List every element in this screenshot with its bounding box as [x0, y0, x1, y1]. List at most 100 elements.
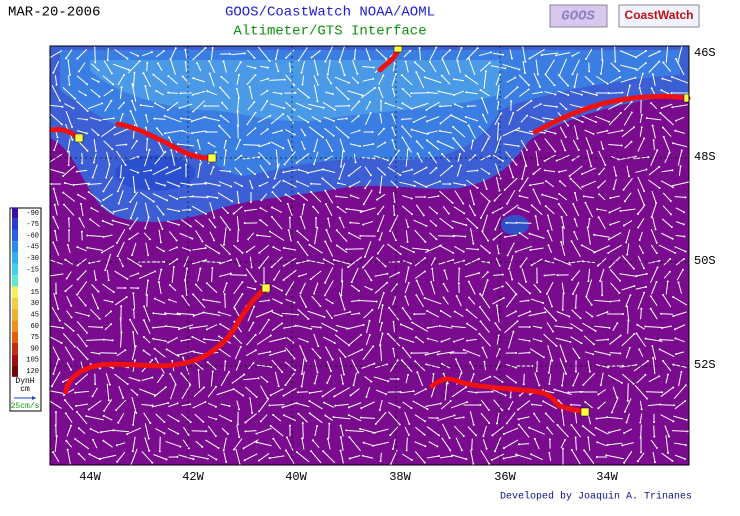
- current-arrow: [427, 338, 439, 342]
- current-arrow: [339, 217, 345, 229]
- current-arrow: [454, 190, 464, 204]
- current-arrow: [660, 339, 674, 341]
- current-arrow: [232, 388, 244, 396]
- current-arrow: [152, 166, 168, 176]
- current-arrow-head: [353, 58, 356, 61]
- current-arrow: [596, 75, 608, 85]
- current-arrow-head: [544, 259, 547, 262]
- current-arrow: [518, 74, 530, 86]
- current-arrow: [404, 296, 410, 306]
- current-arrow: [52, 242, 60, 256]
- current-arrow-head: [538, 148, 541, 151]
- current-arrow-head: [224, 149, 227, 152]
- current-arrow: [595, 338, 609, 342]
- coastwatch-logo[interactable]: [618, 4, 700, 28]
- current-arrow-head: [287, 229, 290, 232]
- current-arrow: [364, 269, 372, 281]
- current-arrow: [158, 269, 162, 281]
- current-arrow-head: [194, 283, 197, 286]
- current-arrow-head: [250, 266, 253, 269]
- drifter-marker[interactable]: [393, 45, 403, 53]
- current-arrow-head: [269, 394, 272, 397]
- current-arrow: [570, 322, 582, 332]
- current-arrow-head: [199, 267, 202, 270]
- current-arrow-head: [73, 345, 76, 348]
- current-arrow-head: [475, 391, 478, 394]
- drifter-marker[interactable]: [207, 153, 217, 163]
- current-arrow-head: [633, 284, 636, 287]
- current-arrow-head: [166, 108, 169, 111]
- current-arrow: [130, 388, 138, 396]
- current-arrow-head: [598, 193, 601, 196]
- current-arrow: [465, 248, 479, 250]
- current-arrow: [495, 348, 501, 358]
- current-arrow: [361, 363, 375, 369]
- current-arrow: [128, 376, 140, 382]
- current-arrow-head: [47, 275, 50, 278]
- current-arrow: [101, 126, 115, 138]
- current-arrow-head: [593, 233, 596, 236]
- current-arrow-head: [414, 360, 417, 363]
- current-arrow: [404, 267, 410, 283]
- drifter-marker[interactable]: [261, 283, 271, 293]
- current-arrow-head: [237, 97, 240, 100]
- drifter-marker[interactable]: [683, 93, 690, 103]
- current-arrow: [300, 282, 306, 294]
- current-arrow: [117, 102, 125, 110]
- current-arrow-head: [422, 214, 425, 217]
- current-arrow: [559, 180, 567, 188]
- current-arrow: [154, 118, 166, 120]
- current-arrow: [479, 293, 491, 309]
- current-arrow: [547, 345, 553, 361]
- goos-logo[interactable]: [549, 4, 608, 28]
- current-arrow: [441, 337, 451, 343]
- current-arrow-head: [528, 57, 531, 60]
- current-arrow: [144, 423, 150, 439]
- current-arrow: [205, 439, 219, 449]
- current-arrow: [572, 51, 580, 57]
- current-arrow-head: [395, 283, 398, 286]
- current-arrow: [545, 59, 555, 75]
- current-arrow: [454, 103, 464, 109]
- current-arrow-head: [146, 61, 149, 64]
- current-arrow-head: [439, 309, 442, 312]
- current-arrow-head: [155, 89, 158, 92]
- current-arrow-head: [361, 94, 364, 97]
- map: [46, 44, 691, 467]
- current-arrow: [181, 403, 191, 407]
- current-arrow-head: [554, 132, 557, 135]
- current-arrow-head: [211, 46, 214, 49]
- current-arrow-head: [499, 73, 502, 76]
- current-arrow-head: [376, 213, 379, 216]
- current-arrow-head: [601, 294, 604, 297]
- current-arrow-head: [453, 414, 456, 417]
- current-arrow-head: [400, 359, 403, 362]
- current-arrow-head: [282, 394, 285, 397]
- current-arrow-head: [153, 297, 156, 300]
- current-arrow: [49, 325, 63, 329]
- current-arrow-head: [451, 226, 454, 229]
- current-arrow-head: [683, 211, 686, 214]
- current-arrow: [465, 75, 479, 85]
- current-arrow: [143, 412, 151, 424]
- current-arrow: [575, 294, 577, 308]
- current-arrow-head: [131, 99, 134, 102]
- current-arrow-head: [85, 118, 88, 121]
- current-arrow: [456, 47, 462, 61]
- current-arrow: [322, 387, 336, 397]
- current-arrow-head: [117, 421, 120, 424]
- drifter-marker[interactable]: [74, 133, 84, 143]
- current-arrow-head: [436, 417, 439, 420]
- current-arrow-head: [164, 386, 167, 389]
- current-arrow-head: [330, 317, 333, 320]
- current-arrow: [51, 371, 61, 387]
- current-arrow: [430, 281, 436, 295]
- current-arrow-head: [530, 403, 533, 406]
- current-arrow-head: [571, 54, 574, 57]
- current-arrow: [652, 357, 656, 375]
- current-arrow-head: [409, 49, 412, 52]
- current-arrow: [218, 414, 232, 422]
- current-arrow-head: [176, 198, 179, 201]
- current-arrow: [233, 244, 243, 254]
- drifter-marker[interactable]: [580, 407, 590, 417]
